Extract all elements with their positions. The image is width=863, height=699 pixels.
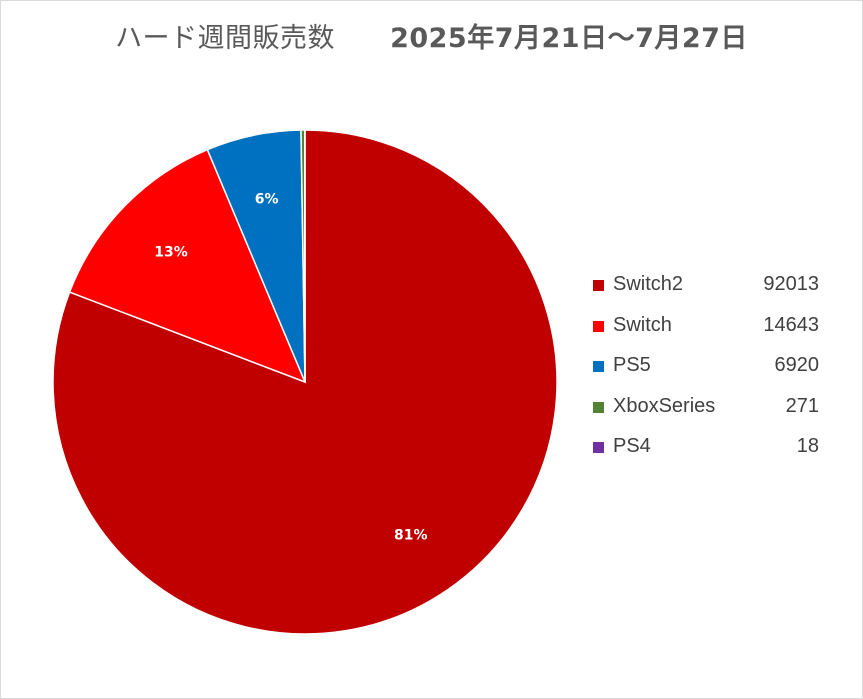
legend-value: 14643 <box>763 313 819 336</box>
legend-label: Switch <box>613 313 672 336</box>
legend-item-xboxseries: XboxSeries 271 <box>593 393 833 434</box>
legend-swatch <box>593 442 604 453</box>
legend-swatch <box>593 280 604 291</box>
legend-swatch <box>593 320 604 332</box>
legend-value: 271 <box>785 394 819 417</box>
legend-swatch <box>593 401 604 413</box>
data-label-switch2: 81% <box>394 528 428 544</box>
chart-title-text: ハード週間販売数 <box>115 23 336 54</box>
legend-item-ps5: PS5 6920 <box>593 352 833 393</box>
legend-item-switch2: Switch2 92013 <box>593 271 833 312</box>
data-label-switch: 13% <box>154 244 188 260</box>
chart-subtitle: 2025年7月21日～7月27日 <box>390 23 748 54</box>
legend-value: 18 <box>796 435 819 457</box>
legend-label: Switch2 <box>613 273 684 295</box>
data-label-ps5: 6% <box>255 191 279 207</box>
legend-value: 6920 <box>774 354 820 376</box>
chart-legend: Switch2 92013 Switch 14643 PS5 6920 XboxSeries… <box>593 271 833 474</box>
legend-label: XboxSeries <box>613 394 716 417</box>
chart-title: ハード週間販売数 2025年7月21日～7月27日 <box>0 16 863 55</box>
pie-slice-switch <box>68 148 307 384</box>
legend-item-ps4: PS4 18 <box>593 433 833 474</box>
legend-item-switch: Switch 14643 <box>593 312 833 353</box>
legend-value: 92013 <box>763 273 819 295</box>
legend-label: PS4 <box>613 435 651 457</box>
legend-label: PS5 <box>613 354 651 376</box>
legend-swatch <box>593 361 604 372</box>
